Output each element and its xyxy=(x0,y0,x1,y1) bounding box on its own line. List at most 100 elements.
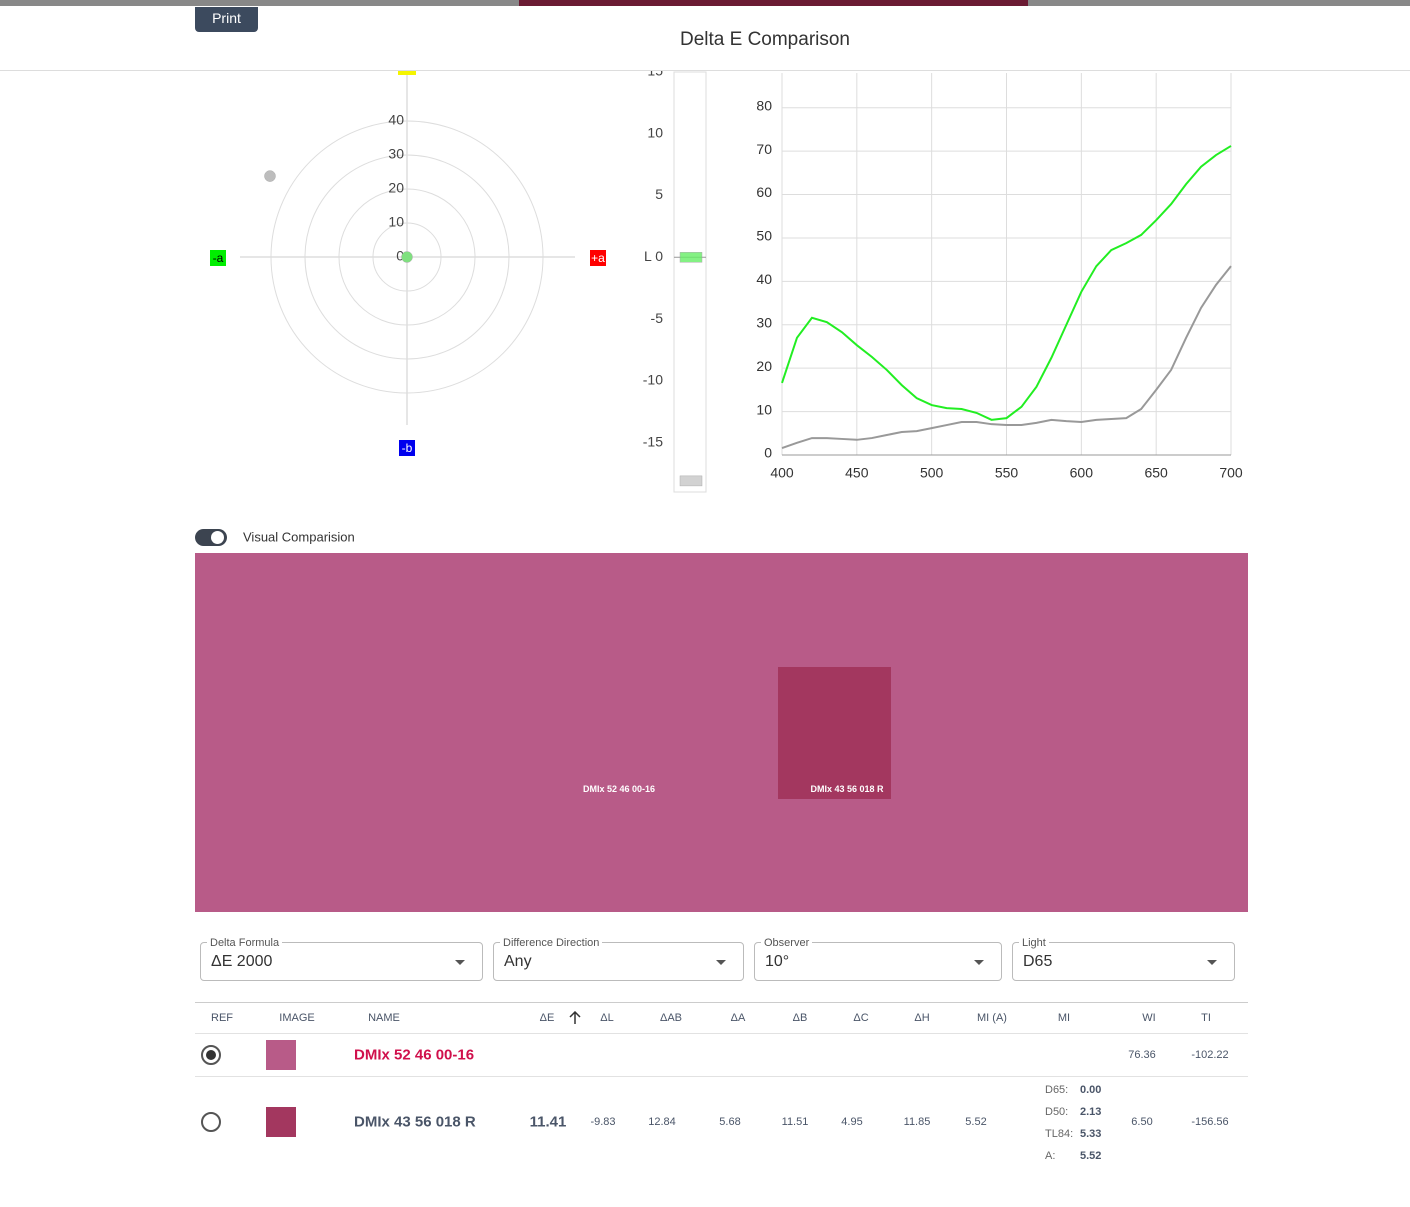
r-tick-label: 30 xyxy=(388,146,404,162)
x-tick-label: 700 xyxy=(1219,465,1243,481)
cell-dab: 12.84 xyxy=(648,1116,676,1128)
l-marker xyxy=(679,475,703,487)
column-header: ΔB xyxy=(792,1012,808,1024)
r-tick-label: 40 xyxy=(388,112,404,128)
select[interactable] xyxy=(200,942,483,981)
point xyxy=(264,170,276,182)
x-tick-label: 400 xyxy=(770,465,794,481)
select-value: 10° xyxy=(765,953,790,970)
mi-value: 0.00 xyxy=(1080,1084,1102,1096)
cell-wi: 6.50 xyxy=(1131,1116,1153,1128)
axis-label-bg xyxy=(590,250,606,266)
y-tick-label: -10 xyxy=(643,372,663,388)
axis-label-bg xyxy=(210,250,226,266)
top-bar xyxy=(0,0,1410,6)
row-swatch xyxy=(266,1107,296,1137)
sample-label: DMIx 43 56 018 R xyxy=(810,784,884,794)
l-bar xyxy=(673,71,707,493)
mi-label: A: xyxy=(1045,1150,1056,1162)
header: Print Delta E Comparison xyxy=(0,6,1410,71)
axis-label: -b xyxy=(402,441,413,455)
series-line xyxy=(781,265,1232,449)
mi-label: TL84: xyxy=(1045,1128,1074,1140)
select-label: Light xyxy=(1019,937,1049,949)
page-title: Delta E Comparison xyxy=(679,29,851,50)
dropdown-arrow xyxy=(455,960,465,965)
y-tick-label: 50 xyxy=(756,228,772,244)
header-border xyxy=(195,1033,1248,1034)
column-header: ΔL xyxy=(600,1012,614,1024)
print-button[interactable]: Print xyxy=(195,7,258,32)
ref-radio[interactable] xyxy=(201,1112,221,1132)
cell-dh: 11.85 xyxy=(903,1116,931,1128)
column-header: TI xyxy=(1201,1012,1211,1024)
cell-mia: 5.52 xyxy=(965,1116,987,1128)
r-tick-label: 10 xyxy=(388,214,404,230)
ring xyxy=(338,188,476,326)
toggle-knob xyxy=(211,531,224,544)
y-tick-label: L 0 xyxy=(644,248,663,264)
column-header: ΔH xyxy=(914,1012,930,1024)
column-header: ΔA xyxy=(730,1012,746,1024)
mi-value: 5.52 xyxy=(1080,1150,1102,1162)
row-border xyxy=(195,1076,1248,1077)
cell-de: 11.41 xyxy=(529,1113,567,1131)
top-bar-active xyxy=(519,0,1028,6)
r-tick-label: 20 xyxy=(388,180,404,196)
dropdown-arrow xyxy=(974,960,984,965)
cell-ti: -156.56 xyxy=(1191,1116,1229,1128)
visual-sample xyxy=(778,667,891,799)
column-header: NAME xyxy=(368,1012,400,1024)
select-value: Any xyxy=(504,953,532,970)
y-tick-label: 10 xyxy=(756,401,772,417)
cell-db: 11.51 xyxy=(781,1116,809,1128)
mi-value: 2.13 xyxy=(1080,1106,1102,1118)
mi-label: D65: xyxy=(1045,1084,1069,1096)
select-value: D65 xyxy=(1023,953,1053,970)
cell-dc: 4.95 xyxy=(841,1116,863,1128)
series-line xyxy=(781,145,1232,421)
mi-label: D50: xyxy=(1045,1106,1069,1118)
reference-label: DMIx 52 46 00-16 xyxy=(582,784,656,794)
toggle[interactable] xyxy=(195,529,227,546)
y-tick-label: 30 xyxy=(756,314,772,330)
select-label: Delta Formula xyxy=(207,937,283,949)
y-tick-label: 70 xyxy=(756,141,772,157)
dropdown-arrow xyxy=(1207,960,1217,965)
select[interactable] xyxy=(754,942,1002,981)
y-tick-label: 40 xyxy=(756,271,772,287)
y-tick-label: 10 xyxy=(647,124,663,140)
select[interactable] xyxy=(493,942,744,981)
axis-label: -a xyxy=(213,251,224,265)
ref-radio[interactable] xyxy=(201,1045,221,1065)
ring xyxy=(270,120,544,394)
column-header: WI xyxy=(1142,1012,1156,1024)
column-header: MI xyxy=(1057,1012,1071,1024)
column-header: ΔAB xyxy=(659,1012,683,1024)
y-tick-label: 20 xyxy=(756,358,772,374)
y-tick-label: 0 xyxy=(764,445,772,461)
column-header: ΔC xyxy=(853,1012,869,1024)
cell-dl: -9.83 xyxy=(590,1116,616,1128)
select-value: ΔE 2000 xyxy=(211,953,273,970)
select[interactable] xyxy=(1012,942,1235,981)
select-label: Observer xyxy=(761,937,813,949)
y-tick-label: 5 xyxy=(655,186,663,202)
mi-value: 5.33 xyxy=(1080,1128,1102,1140)
table-top-border xyxy=(195,1002,1248,1003)
cell-ti: -102.22 xyxy=(1191,1049,1229,1061)
toggle-label: Visual Comparision xyxy=(243,529,355,545)
r-tick-label: 0 xyxy=(396,248,404,264)
y-tick-label: -5 xyxy=(651,310,664,326)
column-header: IMAGE xyxy=(279,1012,315,1024)
ring xyxy=(372,222,442,292)
row-name: DMIx 43 56 018 R xyxy=(354,1113,476,1131)
column-header: MI (A) xyxy=(977,1012,1007,1024)
point xyxy=(401,251,413,263)
sort-arrow[interactable] xyxy=(569,1011,581,1025)
axis-label-bg xyxy=(399,440,415,456)
radio-dot xyxy=(206,1050,216,1060)
x-tick-label: 450 xyxy=(845,465,869,481)
